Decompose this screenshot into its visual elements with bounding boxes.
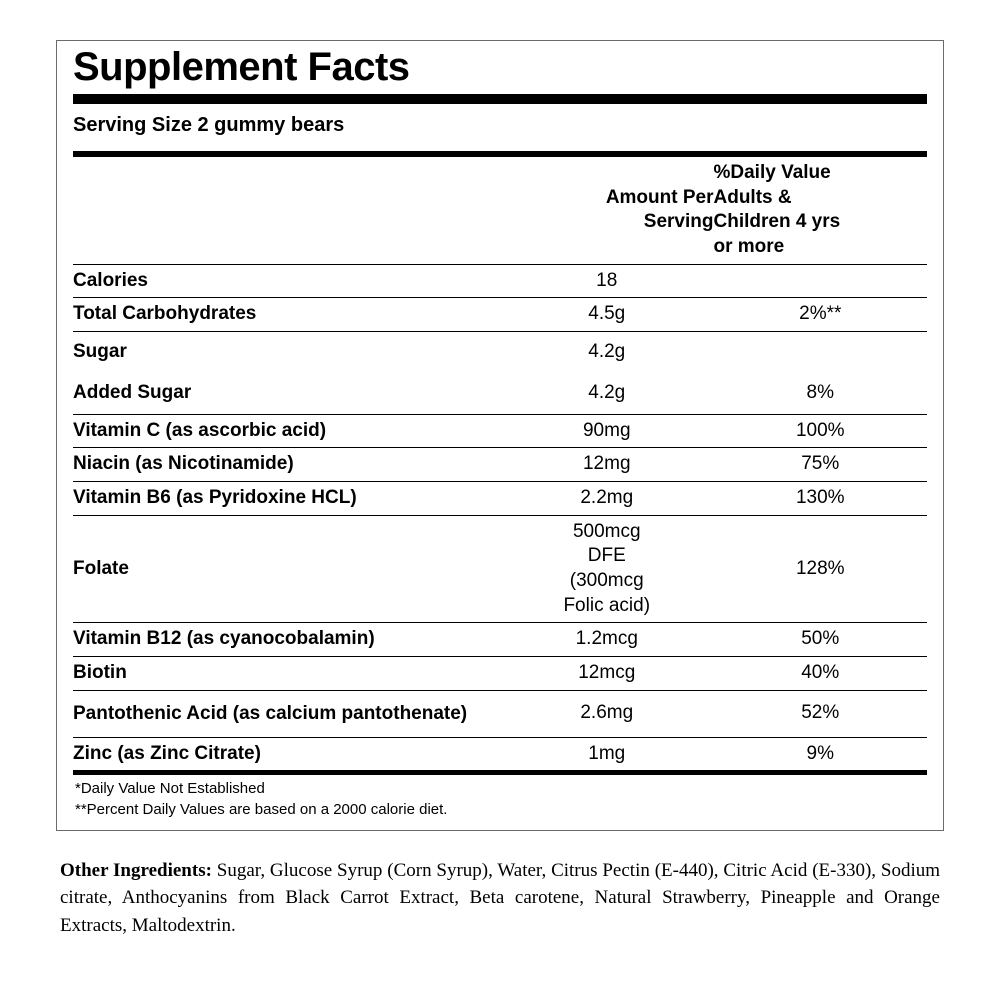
nutrient-name: Folate: [73, 515, 500, 623]
nutrient-name: Biotin: [73, 657, 500, 691]
nutrient-name: Pantothenic Acid (as calcium pantothenat…: [73, 690, 500, 737]
table-header-row: Amount PerServing %Daily ValueAdults &Ch…: [73, 157, 927, 264]
facts-table: Amount PerServing %Daily ValueAdults &Ch…: [73, 157, 927, 770]
nutrient-name: Vitamin B6 (as Pyridoxine HCL): [73, 481, 500, 515]
nutrient-amount: 4.5g: [500, 298, 714, 332]
nutrient-daily-value: 40%: [714, 657, 928, 691]
nutrient-amount: 1.2mcg: [500, 623, 714, 657]
footnote-line: **Percent Daily Values are based on a 20…: [75, 800, 925, 820]
footnote-line: *Daily Value Not Established: [75, 779, 925, 799]
nutrient-amount: 12mcg: [500, 657, 714, 691]
nutrient-name: Zinc (as Zinc Citrate): [73, 737, 500, 770]
nutrient-daily-value: 50%: [714, 623, 928, 657]
table-row: Total Carbohydrates4.5g2%**: [73, 298, 927, 332]
table-row: Pantothenic Acid (as calcium pantothenat…: [73, 690, 927, 737]
nutrient-daily-value: 52%: [714, 690, 928, 737]
nutrient-daily-value: 128%: [714, 515, 928, 623]
nutrient-amount: 500mcgDFE(300mcgFolic acid): [500, 515, 714, 623]
nutrient-daily-value: 2%**: [714, 298, 928, 332]
header-amount: Amount PerServing: [500, 157, 714, 264]
other-ingredients: Other Ingredients: Sugar, Glucose Syrup …: [56, 831, 944, 940]
nutrient-amount: 4.2g: [500, 332, 714, 373]
footnotes: *Daily Value Not Established**Percent Da…: [73, 775, 927, 824]
nutrient-name: Vitamin C (as ascorbic acid): [73, 414, 500, 448]
nutrient-amount: 2.2mg: [500, 481, 714, 515]
nutrient-amount: 2.6mg: [500, 690, 714, 737]
table-row: Vitamin B6 (as Pyridoxine HCL)2.2mg130%: [73, 481, 927, 515]
panel-title: Supplement Facts: [73, 41, 927, 92]
header-daily-value: %Daily ValueAdults &Children 4 yrsor mor…: [714, 157, 928, 264]
nutrient-name: Sugar: [73, 332, 500, 373]
nutrient-name: Added Sugar: [73, 373, 500, 414]
nutrient-amount: 12mg: [500, 448, 714, 482]
table-row: Added Sugar4.2g8%: [73, 373, 927, 414]
page: Supplement Facts Serving Size 2 gummy be…: [0, 0, 1000, 1000]
nutrient-daily-value: 8%: [714, 373, 928, 414]
table-row: Zinc (as Zinc Citrate)1mg9%: [73, 737, 927, 770]
table-row: Folate500mcgDFE(300mcgFolic acid)128%: [73, 515, 927, 623]
table-row: Niacin (as Nicotinamide)12mg75%: [73, 448, 927, 482]
nutrient-amount: 18: [500, 264, 714, 298]
nutrient-daily-value: 130%: [714, 481, 928, 515]
nutrient-amount: 90mg: [500, 414, 714, 448]
nutrient-name: Niacin (as Nicotinamide): [73, 448, 500, 482]
table-row: Calories18: [73, 264, 927, 298]
nutrient-name: Calories: [73, 264, 500, 298]
nutrient-daily-value: 9%: [714, 737, 928, 770]
nutrient-daily-value: [714, 332, 928, 373]
nutrient-amount: 4.2g: [500, 373, 714, 414]
rule-thick: [73, 94, 927, 104]
nutrient-daily-value: 75%: [714, 448, 928, 482]
supplement-facts-panel: Supplement Facts Serving Size 2 gummy be…: [56, 40, 944, 831]
serving-size: Serving Size 2 gummy bears: [73, 114, 927, 151]
table-row: Sugar4.2g: [73, 332, 927, 373]
other-ingredients-label: Other Ingredients:: [60, 860, 212, 881]
nutrient-name: Vitamin B12 (as cyanocobalamin): [73, 623, 500, 657]
nutrient-name: Total Carbohydrates: [73, 298, 500, 332]
nutrient-daily-value: [714, 264, 928, 298]
nutrient-amount: 1mg: [500, 737, 714, 770]
table-row: Biotin12mcg40%: [73, 657, 927, 691]
table-row: Vitamin B12 (as cyanocobalamin)1.2mcg50%: [73, 623, 927, 657]
nutrient-daily-value: 100%: [714, 414, 928, 448]
table-row: Vitamin C (as ascorbic acid)90mg100%: [73, 414, 927, 448]
